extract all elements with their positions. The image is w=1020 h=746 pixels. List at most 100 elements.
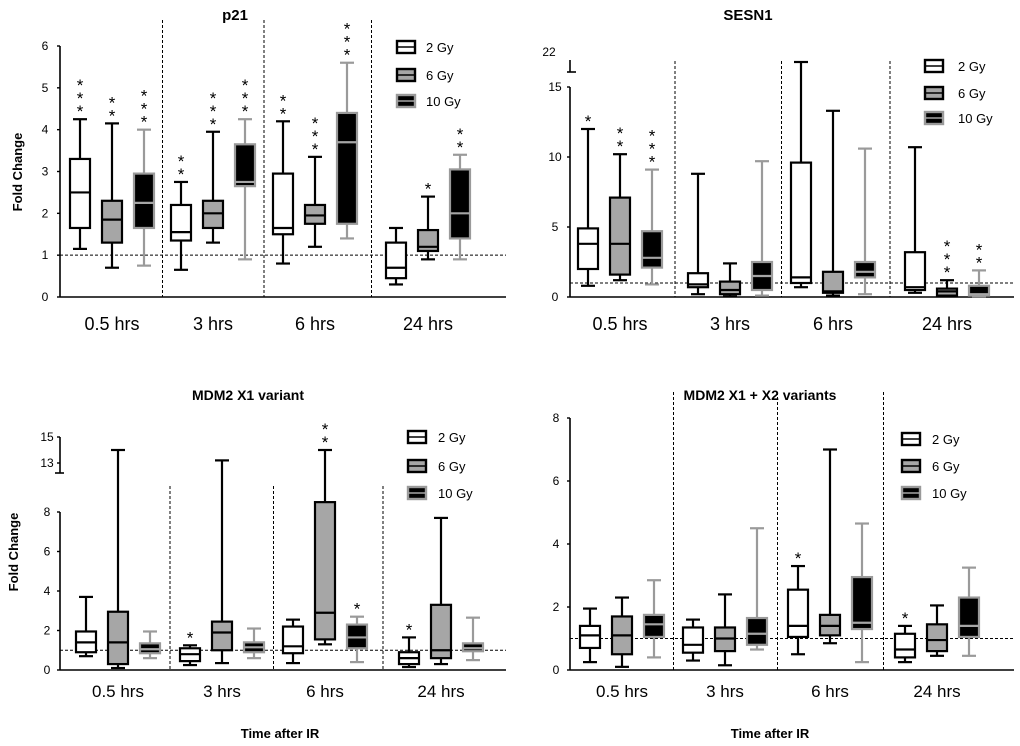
panel4-box-24-hrs-2-gy-iqr bbox=[893, 632, 917, 659]
panel1-box-3-hrs-2-gy-iqr bbox=[169, 203, 193, 242]
panel4-box-0-5-hrs-2-gy-iqr bbox=[578, 624, 602, 650]
panel1-legend-label-6-gy: 6 Gy bbox=[426, 68, 454, 83]
panel4-box-0-5-hrs-2-gy bbox=[578, 607, 602, 664]
panel3-box-6-hrs-6-gy-significance-star: * bbox=[322, 433, 329, 452]
panel1-box-0-5-hrs-10-gy-significance-star: * bbox=[141, 100, 148, 119]
panel1-box-0-5-hrs-6-gy: ** bbox=[100, 93, 124, 269]
panel1-ytick-label: 5 bbox=[42, 81, 49, 95]
panel1-ytick-label: 4 bbox=[42, 123, 49, 137]
panel1-box-3-hrs-6-gy-significance-star: * bbox=[210, 89, 217, 108]
panel1-box-3-hrs-10-gy-significance-star: * bbox=[242, 76, 249, 95]
panel2-box-0-5-hrs-10-gy-iqr bbox=[640, 230, 664, 269]
panel4-category-24-hrs: 24 hrs bbox=[913, 682, 960, 701]
panel2-box-3-hrs-6-gy bbox=[718, 262, 742, 298]
panel1-box-24-hrs-6-gy-significance-star: * bbox=[425, 180, 432, 199]
panel1-box-3-hrs-10-gy-significance-star: * bbox=[242, 102, 249, 121]
panel3-category-6-hrs: 6 hrs bbox=[306, 682, 344, 701]
panel2-box-24-hrs-6-gy-significance-star: * bbox=[944, 237, 951, 256]
panel3-box-24-hrs-6-gy bbox=[429, 516, 453, 666]
panel1-box-6-hrs-10-gy: *** bbox=[335, 20, 359, 240]
panel4-ytick-label: 4 bbox=[553, 537, 560, 551]
panel1-box-6-hrs-10-gy-iqr bbox=[335, 111, 359, 225]
panel1-box-24-hrs-10-gy-significance-star: * bbox=[457, 125, 464, 144]
panel2-box-24-hrs-6-gy: *** bbox=[935, 237, 959, 298]
panel4-box-24-hrs-6-gy bbox=[925, 604, 949, 657]
panel1-box-3-hrs-2-gy: ** bbox=[169, 152, 193, 271]
panel3-box-24-hrs-2-gy-significance-star: * bbox=[406, 620, 413, 639]
panel2-box-3-hrs-2-gy bbox=[686, 172, 710, 296]
panel1-box-0-5-hrs-10-gy-iqr bbox=[132, 172, 156, 230]
panel1-box-0-5-hrs-6-gy-significance-star: * bbox=[109, 106, 116, 125]
sesn1-title: SESN1 bbox=[723, 7, 772, 24]
panel1-box-0-5-hrs-6-gy-iqr bbox=[100, 199, 124, 244]
panel3-ytick-label: 6 bbox=[44, 545, 51, 559]
panel1-legend-label-10-gy: 10 Gy bbox=[426, 94, 461, 109]
panel1-category-0-5-hrs: 0.5 hrs bbox=[84, 314, 139, 334]
panel4-box-6-hrs-2-gy-significance-star: * bbox=[795, 549, 802, 568]
panel4-box-24-hrs-6-gy-iqr bbox=[925, 623, 949, 653]
panel1-box-6-hrs-6-gy-significance-star: * bbox=[312, 127, 319, 146]
panel3-ytick-label: 0 bbox=[44, 663, 51, 677]
panel1-box-24-hrs-6-gy: * bbox=[416, 180, 440, 261]
panel2-box-6-hrs-10-gy bbox=[853, 147, 877, 296]
panel3-box-3-hrs-6-gy-iqr bbox=[210, 620, 234, 652]
panel4-legend-label-2-gy: 2 Gy bbox=[932, 432, 960, 447]
panel1-box-3-hrs-10-gy-iqr bbox=[233, 143, 257, 188]
panel1-ytick-label: 6 bbox=[42, 39, 49, 53]
panel3-box-0-5-hrs-6-gy bbox=[106, 448, 130, 670]
panel4-box-24-hrs-10-gy-iqr bbox=[957, 596, 981, 639]
panel4-legend-label-10-gy: 10 Gy bbox=[932, 486, 967, 501]
panel3-box-6-hrs-2-gy-iqr bbox=[281, 625, 305, 655]
panel2-box-6-hrs-6-gy bbox=[821, 109, 845, 297]
panel4-legend-label-6-gy: 6 Gy bbox=[932, 459, 960, 474]
panel1-box-3-hrs-6-gy-significance-star: * bbox=[210, 115, 217, 134]
panel2-box-6-hrs-6-gy-iqr bbox=[821, 270, 845, 294]
panel4-box-3-hrs-2-gy-iqr bbox=[681, 626, 705, 654]
panel4-box-6-hrs-10-gy bbox=[850, 522, 874, 664]
panel3-box-24-hrs-10-gy bbox=[461, 616, 485, 662]
mdm2-x1-xlabel: Time after IR bbox=[241, 726, 320, 741]
mdm2-x1x2-title: MDM2 X1 + X2 variants bbox=[684, 387, 837, 403]
panel3-box-24-hrs-6-gy-iqr bbox=[429, 603, 453, 660]
panel1-box-0-5-hrs-2-gy: *** bbox=[68, 76, 92, 250]
panel1-box-24-hrs-2-gy bbox=[384, 226, 408, 286]
panel1-box-3-hrs-2-gy-significance-star: * bbox=[178, 165, 185, 184]
panel1-box-3-hrs-10-gy-significance-star: * bbox=[242, 89, 249, 108]
panel3-break-ytick-label: 13 bbox=[40, 456, 54, 470]
panel3-box-6-hrs-6-gy: ** bbox=[313, 420, 337, 646]
panel4-category-6-hrs: 6 hrs bbox=[811, 682, 849, 701]
panel1-box-3-hrs-10-gy: *** bbox=[233, 76, 257, 261]
panel3-box-6-hrs-2-gy bbox=[281, 618, 305, 665]
panel2-box-0-5-hrs-6-gy-significance-star: * bbox=[617, 124, 624, 143]
panel4-box-3-hrs-6-gy bbox=[713, 593, 737, 667]
panel1-legend-label-2-gy: 2 Gy bbox=[426, 40, 454, 55]
panel2-box-3-hrs-10-gy bbox=[750, 160, 774, 297]
panel2-legend-label-6-gy: 6 Gy bbox=[958, 86, 986, 101]
panel3-legend-label-2-gy: 2 Gy bbox=[438, 430, 466, 445]
panel1-box-6-hrs-6-gy: *** bbox=[303, 114, 327, 248]
panel3-ytick-label: 8 bbox=[44, 505, 51, 519]
panel4-category-3-hrs: 3 hrs bbox=[706, 682, 744, 701]
panel3-legend-label-6-gy: 6 Gy bbox=[438, 459, 466, 474]
panel2-box-0-5-hrs-10-gy-significance-star: * bbox=[649, 153, 656, 172]
panel1-ytick-label: 3 bbox=[42, 165, 49, 179]
panel2-box-0-5-hrs-10-gy-significance-star: * bbox=[649, 140, 656, 159]
panel2-box-6-hrs-2-gy bbox=[789, 60, 813, 289]
panel1-ytick-label: 1 bbox=[42, 248, 49, 262]
panel1-box-3-hrs-6-gy: *** bbox=[201, 89, 225, 244]
panel3-box-6-hrs-10-gy-significance-star: * bbox=[354, 600, 361, 619]
panel1-category-3-hrs: 3 hrs bbox=[193, 314, 233, 334]
panel2-legend-label-10-gy: 10 Gy bbox=[958, 111, 993, 126]
panel1-ytick-label: 0 bbox=[42, 290, 49, 304]
panel1-box-3-hrs-6-gy-significance-star: * bbox=[210, 102, 217, 121]
panel2-box-0-5-hrs-10-gy: *** bbox=[640, 127, 664, 286]
panel1-box-0-5-hrs-2-gy-significance-star: * bbox=[77, 102, 84, 121]
panel2-category-0-5-hrs: 0.5 hrs bbox=[592, 314, 647, 334]
panel3-box-3-hrs-6-gy bbox=[210, 459, 234, 665]
panel1-box-0-5-hrs-6-gy-significance-star: * bbox=[109, 93, 116, 112]
panel3-legend-label-10-gy: 10 Gy bbox=[438, 486, 473, 501]
panel4-box-24-hrs-2-gy-significance-star: * bbox=[902, 609, 909, 628]
panel1-ytick-label: 2 bbox=[42, 206, 49, 220]
